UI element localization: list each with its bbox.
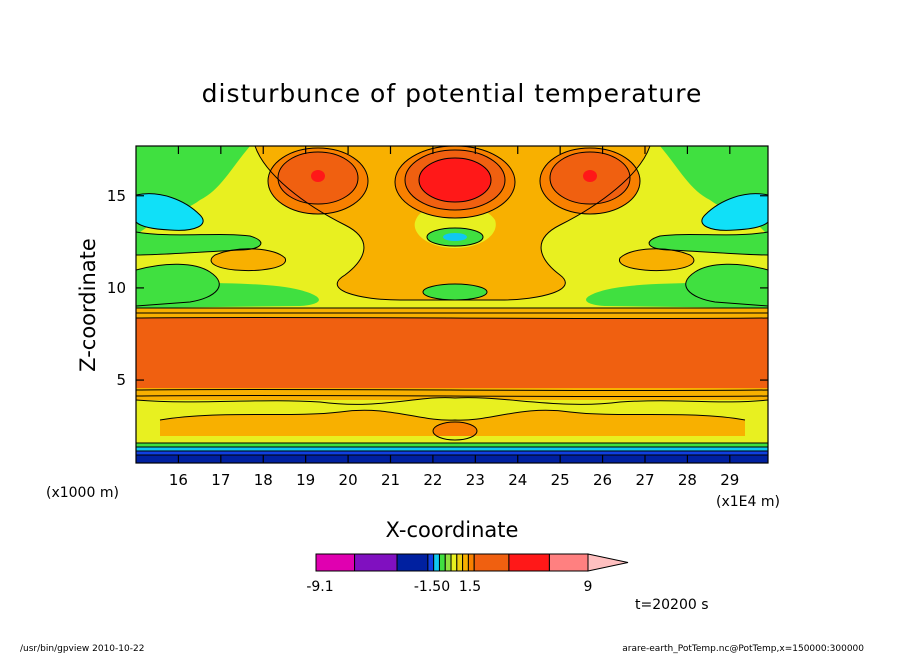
colorbar-labels: -9.1 -1.50 1.5 9 [306, 579, 592, 595]
x-units-right: (x1E4 m) [716, 494, 780, 510]
contour-region-orange-left-blob [211, 248, 286, 271]
contour-region-cyan-left [136, 193, 204, 231]
colorbar-tick-label: -9.1 [306, 579, 333, 595]
y-tick-label: 10 [107, 279, 126, 297]
x-tick-label: 18 [254, 471, 273, 489]
x-tick-label: 21 [381, 471, 400, 489]
chart-title: disturbunce of potential temperature [202, 79, 703, 108]
x-tick-label: 29 [720, 471, 739, 489]
colorbar-cell [438, 553, 446, 572]
x-tick-label: 19 [296, 471, 315, 489]
y-tick-label: 15 [107, 187, 126, 205]
band-cyan-near-ground [136, 447, 768, 451]
contour-region-green-band-right [649, 232, 768, 255]
x-tick-label: 16 [169, 471, 188, 489]
x-axis: 16 17 18 19 20 21 22 23 24 25 26 27 28 29 [169, 146, 739, 489]
colorbar-tick-label: 9 [584, 579, 593, 595]
x-tick-label: 24 [508, 471, 527, 489]
colorbar-cell [467, 553, 475, 572]
colorbar-tick-label: 1.5 [459, 579, 481, 595]
colorbar-cell [444, 553, 452, 572]
contour-lines [136, 146, 768, 456]
band-navy-ground [136, 455, 768, 463]
colorbar-cell [396, 553, 429, 572]
contour-region-green-lower-left [136, 280, 319, 308]
x-tick-label: 28 [678, 471, 697, 489]
y-axis-label: Z-coordinate [76, 238, 100, 372]
contour-region-orange-right-blob [619, 248, 694, 271]
warm-cell-centre-core [419, 158, 491, 202]
colorbar-cell [456, 553, 464, 572]
colorbar-cell [548, 553, 589, 572]
contour-region-green-band-left [136, 232, 261, 255]
contour-region-cyan-centre [443, 233, 467, 241]
colorbar-cell [427, 553, 435, 572]
x-tick-label: 27 [635, 471, 654, 489]
y-axis: 5 10 15 [107, 187, 768, 389]
warm-cell-right-core [583, 170, 597, 182]
x-units-left: (x1000 m) [46, 485, 119, 501]
band-green-near-ground [136, 443, 768, 448]
colorbar-cell [450, 553, 458, 572]
colorbar-cell [508, 553, 550, 572]
plot-frame [135, 145, 769, 464]
contour-region-green-lower-right [586, 280, 768, 308]
contour-region-cyan-right [701, 193, 768, 231]
x-tick-label: 20 [339, 471, 358, 489]
footer-left: /usr/bin/gpview 2010-10-22 [20, 644, 144, 654]
x-tick-label: 17 [211, 471, 230, 489]
footer-right: arare-earth_PotTemp.nc@PotTemp,x=150000:… [622, 644, 864, 654]
colorbar-cell [462, 553, 469, 572]
time-label: t=20200 s [635, 597, 709, 613]
colorbar-cell [315, 553, 356, 572]
colorbar-arrow [587, 553, 629, 572]
x-tick-label: 25 [551, 471, 570, 489]
contour-fill [136, 146, 768, 463]
band-red-orange [136, 318, 768, 390]
x-tick-label: 22 [423, 471, 442, 489]
colorbar-cell [433, 553, 440, 572]
colorbar-cell [354, 553, 398, 572]
plot-area: 16 17 18 19 20 21 22 23 24 25 26 27 28 29 5 10 15 [107, 145, 769, 489]
colorbar [315, 553, 629, 572]
contour-region-orange-lower-core [433, 422, 477, 440]
x-axis-label: X-coordinate [386, 518, 519, 542]
x-tick-label: 26 [593, 471, 612, 489]
colorbar-cell [473, 553, 510, 572]
y-tick-label: 5 [116, 371, 126, 389]
colorbar-tick-label: -1.50 [414, 579, 450, 595]
band-orange-bottom [136, 388, 768, 400]
contour-region-green-lower-centre [423, 284, 487, 300]
band-blue-near-ground [136, 451, 768, 456]
warm-cell-left-core [311, 170, 325, 182]
x-tick-label: 23 [466, 471, 485, 489]
